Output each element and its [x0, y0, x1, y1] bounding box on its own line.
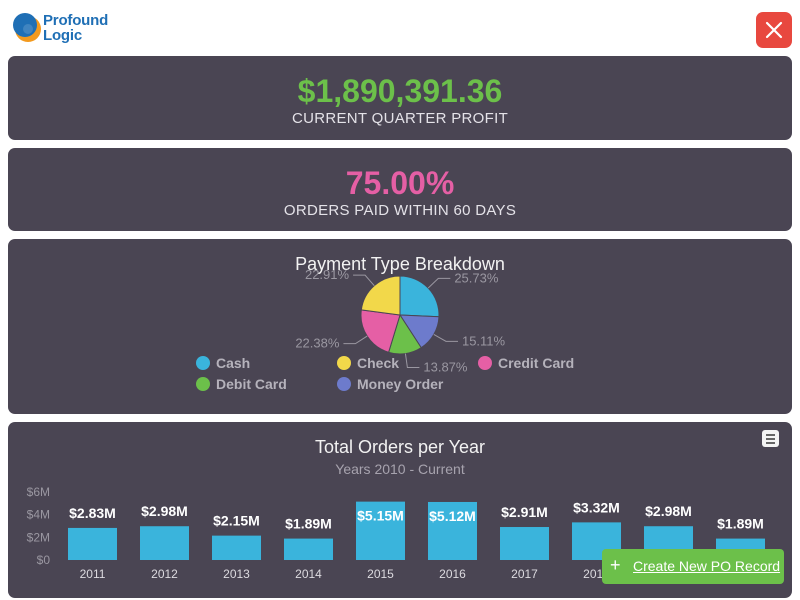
x-tick-label: 2013 [223, 567, 250, 581]
pie-slice-credit-card[interactable] [360, 309, 401, 353]
legend-label: Cash [216, 355, 251, 371]
pie-data-label: 25.73% [454, 270, 499, 285]
pie-data-label: 22.38% [295, 336, 340, 351]
bar-2013[interactable] [212, 535, 261, 560]
close-icon [765, 21, 783, 39]
legend-swatch [478, 356, 492, 370]
legend-label: Check [357, 355, 400, 371]
y-tick-label: $2M [27, 530, 50, 544]
orders-paid-value: 75.00% [345, 165, 455, 201]
profit-value: $1,890,391.36 [297, 73, 503, 109]
bar-data-label: $1.89M [717, 516, 764, 532]
x-tick-label: 2011 [80, 567, 106, 581]
bar-2012[interactable] [140, 526, 189, 560]
pie-legend: Cash Check Credit Card Debit Card Money Orde… [196, 354, 616, 398]
pie-data-label: 22.91% [305, 267, 350, 282]
legend-label: Money Order [357, 376, 444, 392]
bar-data-label: $5.15M [357, 508, 404, 524]
bar-data-label: $2.15M [213, 513, 260, 529]
x-tick-label: 2016 [439, 567, 466, 581]
pie-chart: 25.73% 15.11% 13.87% 22.38% 22.91% [295, 267, 506, 374]
legend-label: Debit Card [216, 376, 287, 392]
legend-swatch [196, 356, 210, 370]
bar-2014[interactable] [284, 538, 333, 560]
orders-paid-label: ORDERS PAID WITHIN 60 DAYS [283, 202, 517, 219]
x-tick-label: 2014 [295, 567, 322, 581]
bar-data-label: $2.91M [501, 504, 548, 520]
logo-text-line2: Logic [43, 27, 82, 44]
pie-slice-cash[interactable] [399, 275, 440, 318]
pie-data-label: 15.11% [462, 333, 506, 348]
bar-2016[interactable] [428, 501, 477, 560]
orders-paid-kpi-panel: 75.00% ORDERS PAID WITHIN 60 DAYS [8, 148, 792, 231]
bar-data-label: $3.32M [573, 499, 620, 515]
bar-data-label: $5.12M [429, 508, 476, 524]
legend-swatch [337, 377, 351, 391]
bar-data-label: $2.98M [141, 503, 188, 519]
menu-icon-line [766, 442, 775, 444]
legend-swatch [337, 356, 351, 370]
pie-leader-line [427, 277, 451, 289]
bar-chart-title: Total Orders per Year [314, 437, 486, 457]
menu-icon-line [766, 438, 775, 440]
pie-leader-line [353, 274, 375, 287]
bar-chart-subtitle: Years 2010 - Current [335, 461, 465, 477]
plus-icon: + [610, 555, 621, 575]
pie-slice-check[interactable] [360, 275, 401, 316]
x-tick-label: 2012 [151, 567, 178, 581]
profound-logic-logo: Profound Logic [12, 11, 112, 45]
close-button[interactable] [756, 12, 792, 48]
bar-2015[interactable] [356, 501, 405, 560]
y-tick-label: $0 [37, 553, 51, 567]
x-tick-label: 2015 [367, 567, 394, 581]
y-tick-label: $6M [27, 485, 50, 499]
logo-text-line1: Profound [43, 12, 109, 29]
x-tick-label: 2017 [511, 567, 538, 581]
bar-2011[interactable] [68, 527, 117, 560]
y-tick-label: $4M [27, 508, 50, 522]
pie-data-label: 13.87% [423, 359, 468, 374]
bar-2017[interactable] [500, 527, 549, 560]
create-po-record-button[interactable]: + Create New PO Record [602, 549, 784, 584]
bar-data-label: $1.89M [285, 516, 332, 532]
payment-type-chart-panel: Payment Type Breakdown 25.73% 15.11% 13.87… [8, 239, 792, 414]
profit-kpi-panel: $1,890,391.36 CURRENT QUARTER PROFIT [8, 56, 792, 140]
legend-swatch [196, 377, 210, 391]
create-po-record-label: Create New PO Record [633, 558, 781, 574]
pie-leader-line [433, 333, 458, 342]
pie-leader-line [343, 335, 368, 345]
bar-data-label: $2.83M [69, 505, 116, 521]
logo-icon [13, 13, 41, 42]
chart-menu-button[interactable] [762, 430, 779, 447]
legend-label: Credit Card [498, 355, 575, 371]
bar-data-label: $2.98M [645, 503, 692, 519]
menu-icon-line [766, 434, 775, 436]
pie-chart-title: Payment Type Breakdown [295, 254, 505, 274]
pie-leader-line [404, 353, 420, 368]
profit-label: CURRENT QUARTER PROFIT [291, 110, 509, 127]
